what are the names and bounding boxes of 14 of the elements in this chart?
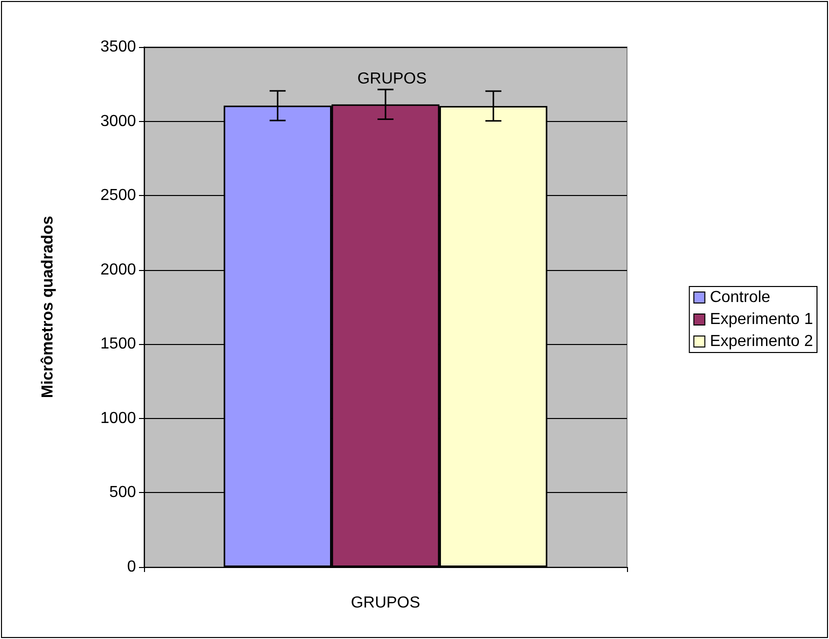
y-tick-label: 0: [127, 558, 136, 576]
y-tick-label: 3000: [100, 112, 136, 130]
y-axis-title: Micrômetros quadrados: [40, 216, 56, 398]
y-tick-label: 2500: [100, 187, 136, 204]
legend-label: Experimento 1: [710, 311, 814, 328]
legend-label: Experimento 2: [710, 333, 814, 350]
y-tick-label: 2000: [100, 261, 136, 278]
x-axis-title: GRUPOS: [350, 594, 420, 612]
y-tick-label: 1500: [100, 336, 136, 353]
y-tick-label: 3500: [100, 38, 136, 56]
y-tick-label: 1000: [100, 410, 136, 427]
y-tick-label: 500: [109, 484, 136, 502]
legend-label: Controle: [710, 289, 770, 306]
text: GRUPOS: [357, 70, 427, 88]
